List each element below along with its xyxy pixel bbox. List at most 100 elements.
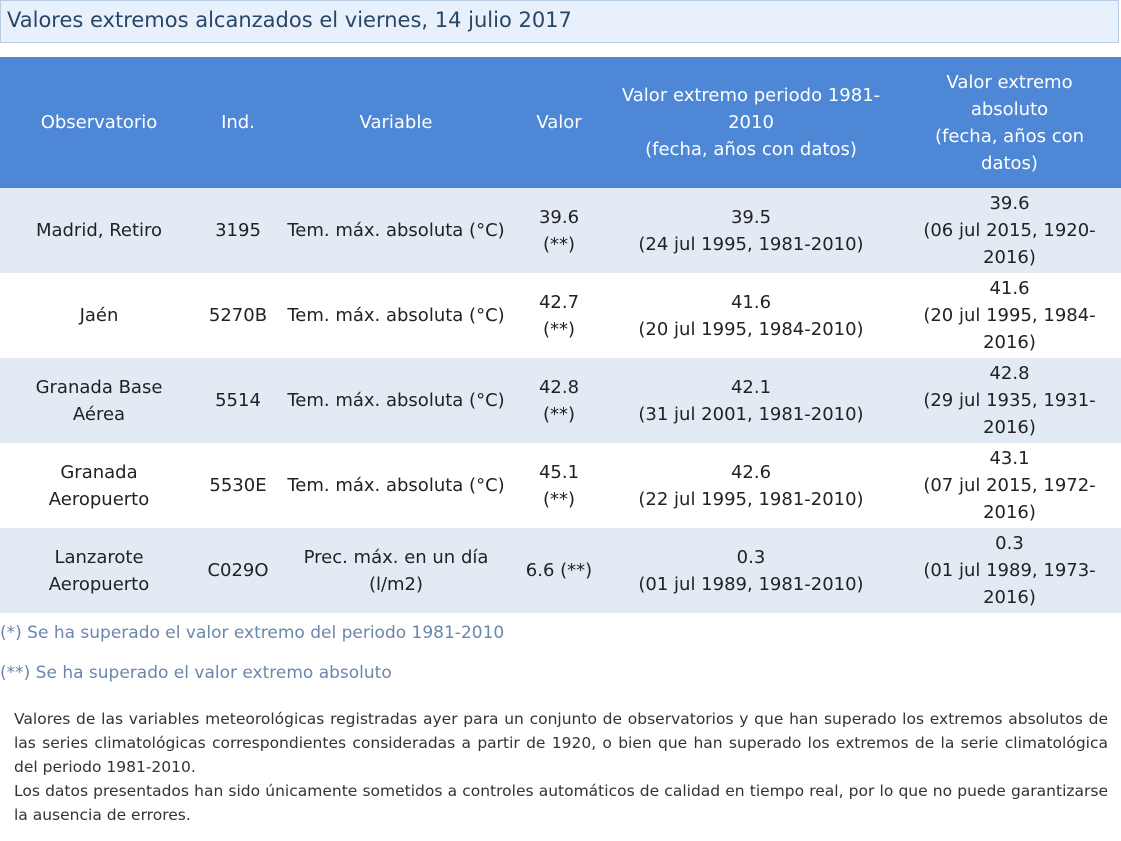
cell-ind: 5514 [198,358,278,443]
cell-valor-line: 42.7 [538,291,580,313]
header-ind: Ind. [198,57,278,188]
header-periodo: Valor extremo periodo 1981- 2010 (fecha,… [604,57,898,188]
cell-periodo-line: (22 jul 1995, 1981-2010) [638,488,864,510]
header-periodo-line: (fecha, años con datos) [645,139,857,160]
cell-absoluto-line: 41.6 [989,278,1030,299]
header-variable: Variable [278,57,514,188]
header-absoluto-line: (fecha, años con [934,125,1085,147]
cell-absoluto: 42.8 (29 jul 1935, 1931- 2016) [898,358,1121,443]
cell-valor-line: (**) [542,233,576,255]
cell-observatorio: Madrid, Retiro [0,188,198,273]
table-row: Jaén 5270B Tem. máx. absoluta (°C) 42.7 (**)… [0,273,1121,358]
cell-periodo-line: (24 jul 1995, 1981-2010) [638,233,864,255]
cell-observatorio: Granada Base Aérea [0,358,198,443]
cell-absoluto-line: (01 jul 1989, 1973- [923,560,1096,581]
cell-periodo-line: 42.1 [730,376,772,398]
page-title-bar: Valores extremos alcanzados el viernes, … [0,0,1119,43]
cell-observatorio: Jaén [0,273,198,358]
cell-periodo-line: (01 jul 1989, 1981-2010) [638,573,864,595]
cell-absoluto-line: 2016) [983,247,1036,268]
cell-absoluto-line: 0.3 [995,533,1024,554]
cell-variable: Tem. máx. absoluta (°C) [278,443,514,528]
cell-absoluto-line: 2016) [983,502,1036,523]
cell-valor-line: 45.1 [538,461,580,483]
cell-periodo-line: 41.6 [730,291,772,313]
cell-variable-line: Tem. máx. absoluta (°C) [287,390,505,411]
cell-valor-line: 39.6 [538,206,580,228]
description-text: Valores de las variables meteorológicas … [14,707,1108,827]
table-header-row: Observatorio Ind. Variable Valor Valor e… [0,57,1121,188]
cell-valor: 6.6 (**) [514,528,604,613]
cell-periodo-line: (20 jul 1995, 1984-2010) [638,318,864,340]
cell-observatorio-line: Aeropuerto [48,488,150,510]
header-observatorio: Observatorio [0,57,198,188]
cell-periodo-line: 39.5 [730,206,772,228]
table-row: Lanzarote Aeropuerto C029O Prec. máx. en un… [0,528,1121,613]
cell-variable: Tem. máx. absoluta (°C) [278,358,514,443]
cell-observatorio-line: Granada [60,461,138,483]
description-paragraph: Valores de las variables meteorológicas … [14,710,1108,776]
cell-observatorio: Granada Aeropuerto [0,443,198,528]
header-absoluto-line: Valor extremo [946,71,1073,93]
cell-observatorio-line: Granada Base [35,376,163,398]
cell-absoluto: 43.1 (07 jul 2015, 1972- 2016) [898,443,1121,528]
cell-valor-line: 42.8 [538,376,580,398]
page-title: Valores extremos alcanzados el viernes, … [7,8,572,32]
header-periodo-line: 2010 [728,112,774,133]
cell-variable: Tem. máx. absoluta (°C) [278,273,514,358]
footnote-single-asterisk: (*) Se ha superado el valor extremo del … [0,623,505,643]
cell-variable: Prec. máx. en un día (l/m2) [278,528,514,613]
cell-absoluto-line: 42.8 [989,363,1030,384]
cell-periodo-line: 0.3 [736,546,766,568]
cell-valor-line: (**) [542,318,576,340]
cell-absoluto-line: 43.1 [989,448,1030,469]
cell-ind: 5530E [198,443,278,528]
cell-variable-line: (l/m2) [368,573,424,595]
cell-variable-line: Tem. máx. absoluta (°C) [287,475,505,496]
cell-observatorio-line: Madrid, Retiro [35,220,163,241]
cell-observatorio-line: Lanzarote [54,546,144,568]
cell-valor: 39.6 (**) [514,188,604,273]
cell-absoluto-line: 39.6 [989,193,1030,214]
cell-variable-line: Tem. máx. absoluta (°C) [287,220,505,241]
cell-absoluto-line: (06 jul 2015, 1920- [923,220,1096,241]
cell-periodo: 42.6 (22 jul 1995, 1981-2010) [604,443,898,528]
cell-ind: 5270B [198,273,278,358]
cell-variable-line: Prec. máx. en un día [303,546,489,568]
cell-absoluto-line: (20 jul 1995, 1984- [923,305,1096,326]
cell-absoluto: 0.3 (01 jul 1989, 1973- 2016) [898,528,1121,613]
cell-valor-line: (**) [542,488,576,510]
table-row: Madrid, Retiro 3195 Tem. máx. absoluta (°C… [0,188,1121,273]
cell-periodo: 42.1 (31 jul 2001, 1981-2010) [604,358,898,443]
cell-absoluto: 41.6 (20 jul 1995, 1984- 2016) [898,273,1121,358]
cell-observatorio-line: Jaén [79,305,119,326]
cell-periodo-line: (31 jul 2001, 1981-2010) [638,403,864,425]
header-periodo-line: Valor extremo periodo 1981- [621,85,881,106]
description-paragraph: Los datos presentados han sido únicament… [14,782,1108,824]
cell-valor-line: 6.6 (**) [525,560,593,581]
cell-valor: 42.7 (**) [514,273,604,358]
cell-variable: Tem. máx. absoluta (°C) [278,188,514,273]
cell-absoluto: 39.6 (06 jul 2015, 1920- 2016) [898,188,1121,273]
table-body: Madrid, Retiro 3195 Tem. máx. absoluta (°C… [0,188,1121,613]
extremes-table: Observatorio Ind. Variable Valor Valor e… [0,57,1121,613]
cell-absoluto-line: 2016) [983,332,1036,353]
cell-observatorio: Lanzarote Aeropuerto [0,528,198,613]
cell-valor: 42.8 (**) [514,358,604,443]
cell-valor: 45.1 (**) [514,443,604,528]
header-absoluto-line: absoluto [970,98,1049,120]
cell-periodo: 0.3 (01 jul 1989, 1981-2010) [604,528,898,613]
table-row: Granada Aeropuerto 5530E Tem. máx. absoluta… [0,443,1121,528]
header-absoluto: Valor extremo absoluto (fecha, años con … [898,57,1121,188]
footnote-double-asterisk: (**) Se ha superado el valor extremo abs… [0,663,392,683]
header-valor: Valor [514,57,604,188]
cell-periodo: 39.5 (24 jul 1995, 1981-2010) [604,188,898,273]
cell-absoluto-line: (29 jul 1935, 1931- [923,390,1096,411]
cell-ind: 3195 [198,188,278,273]
cell-ind: C029O [198,528,278,613]
header-absoluto-line: datos) [981,152,1038,174]
cell-variable-line: Tem. máx. absoluta (°C) [287,305,505,326]
cell-periodo-line: 42.6 [730,461,772,483]
cell-observatorio-line: Aeropuerto [48,573,150,595]
cell-absoluto-line: 2016) [983,417,1036,438]
